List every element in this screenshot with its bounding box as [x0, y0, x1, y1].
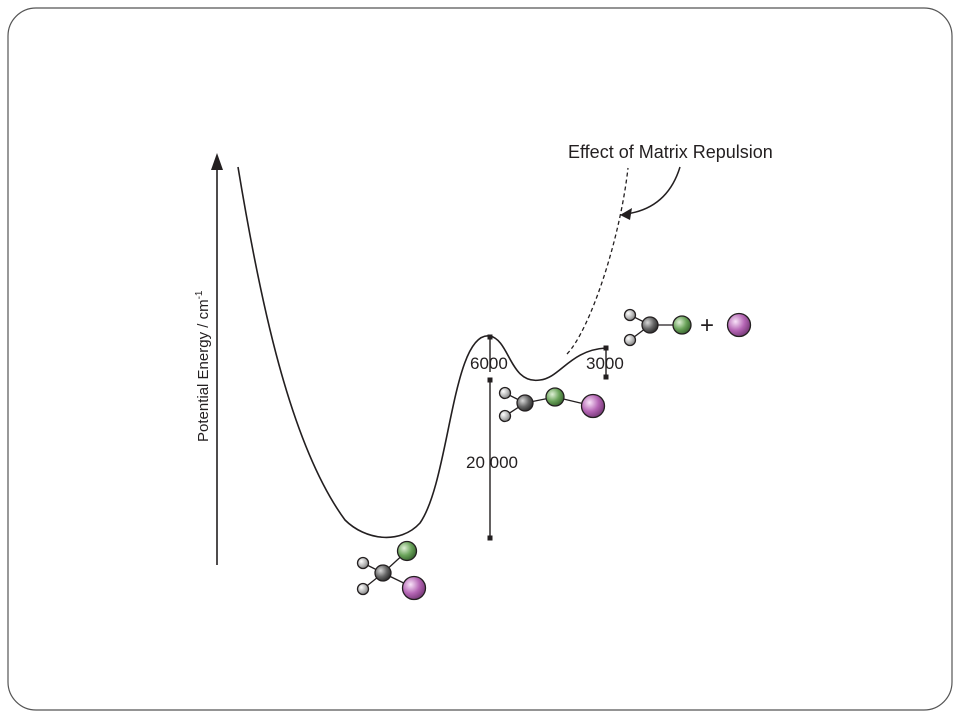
barrier-label: 6000 — [470, 354, 508, 373]
y-axis-arrow-icon — [211, 153, 223, 170]
dissociation-top-tick — [603, 345, 609, 351]
hydrogen-atom-icon — [356, 556, 370, 570]
carbon-atom-icon — [516, 394, 534, 412]
well-depth-top-tick — [487, 377, 493, 383]
annotation-arrow-icon — [625, 166, 681, 215]
dissociation-label: 3000 — [586, 354, 624, 373]
molecule-products — [623, 308, 752, 347]
y-axis-label: Potential Energy / cm-1 — [194, 290, 212, 442]
well-depth-label: 20 000 — [466, 453, 518, 472]
green-atom-icon — [672, 315, 692, 335]
barrier-top-tick — [487, 334, 493, 340]
molecule-intermediate — [498, 386, 606, 423]
y-axis-label-exponent: -1 — [194, 290, 205, 299]
slide-frame — [7, 7, 953, 711]
purple-atom-icon — [726, 312, 752, 338]
carbon-atom-icon — [374, 564, 392, 582]
matrix-repulsion-curve — [566, 167, 629, 355]
potential-energy-curve — [237, 166, 607, 539]
hydrogen-atom-icon — [498, 409, 512, 423]
green-atom-icon — [396, 540, 418, 562]
molecule-minimum — [356, 540, 427, 601]
well-depth-bottom-tick — [487, 535, 493, 541]
products-plus-sign: + — [700, 312, 714, 339]
green-atom-icon — [545, 387, 565, 407]
hydrogen-atom-icon — [498, 386, 512, 400]
purple-atom-icon — [580, 393, 606, 419]
matrix-repulsion-label: Effect of Matrix Repulsion — [568, 142, 773, 162]
hydrogen-atom-icon — [356, 582, 370, 596]
hydrogen-atom-icon — [623, 333, 637, 347]
purple-atom-icon — [401, 575, 427, 601]
dissociation-bottom-tick — [603, 374, 609, 380]
annotation-arrowhead-icon — [620, 208, 632, 220]
hydrogen-atom-icon — [623, 308, 637, 322]
carbon-atom-icon — [641, 316, 659, 334]
